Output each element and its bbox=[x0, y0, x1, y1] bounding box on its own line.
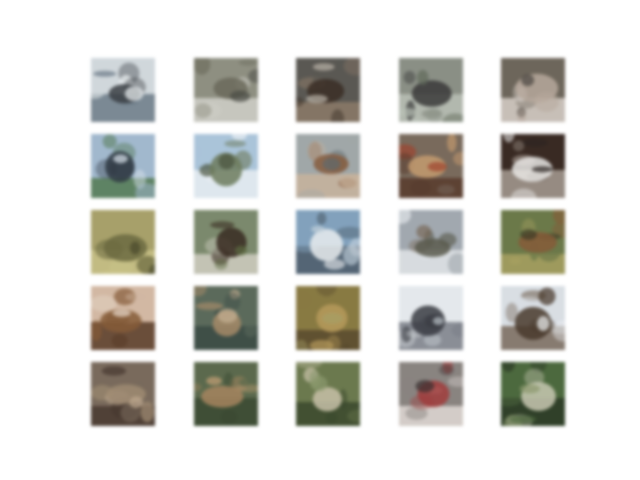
blurry-bird-icon bbox=[296, 362, 360, 426]
blurry-dog-icon bbox=[194, 362, 258, 426]
grid-tile bbox=[399, 58, 463, 122]
blurry-animal-icon bbox=[501, 58, 565, 122]
grid-tile bbox=[296, 210, 360, 274]
blurry-ship-icon bbox=[296, 210, 360, 274]
blurry-dog-icon bbox=[501, 134, 565, 198]
blurry-horse-icon bbox=[296, 58, 360, 122]
grid-tile bbox=[91, 134, 155, 198]
blurry-cat-icon bbox=[91, 286, 155, 350]
grid-tile bbox=[194, 286, 258, 350]
grid-tile bbox=[91, 210, 155, 274]
blurry-deer-icon bbox=[91, 210, 155, 274]
blurry-ship-icon bbox=[194, 134, 258, 198]
grid-tile bbox=[194, 58, 258, 122]
grid-tile bbox=[399, 134, 463, 198]
grid-tile bbox=[399, 210, 463, 274]
grid-tile bbox=[194, 210, 258, 274]
grid-tile bbox=[501, 210, 565, 274]
blurry-ship-icon bbox=[194, 58, 258, 122]
blurry-animal-icon bbox=[296, 134, 360, 198]
blurry-animal-icon bbox=[296, 286, 360, 350]
blurry-dog-icon bbox=[501, 210, 565, 274]
blurry-plane-icon bbox=[501, 286, 565, 350]
grid-tile bbox=[296, 58, 360, 122]
grid-tile bbox=[501, 134, 565, 198]
blurry-frog-icon bbox=[501, 362, 565, 426]
blurry-frog-icon bbox=[399, 134, 463, 198]
grid-tile bbox=[91, 58, 155, 122]
blurry-ship-icon bbox=[91, 58, 155, 122]
grid-tile bbox=[501, 362, 565, 426]
grid-tile bbox=[91, 286, 155, 350]
grid-tile bbox=[399, 362, 463, 426]
blurry-horse-icon bbox=[194, 210, 258, 274]
blurry-deer-icon bbox=[194, 286, 258, 350]
grid-tile bbox=[501, 286, 565, 350]
blurry-bird-icon bbox=[91, 134, 155, 198]
blurry-car-icon bbox=[399, 286, 463, 350]
grid-tile bbox=[194, 134, 258, 198]
grid-tile bbox=[91, 362, 155, 426]
grid-tile bbox=[194, 362, 258, 426]
grid-tile bbox=[296, 286, 360, 350]
blurry-bird-icon bbox=[399, 58, 463, 122]
grid-tile bbox=[296, 134, 360, 198]
grid-tile bbox=[296, 362, 360, 426]
blurry-car-icon bbox=[399, 362, 463, 426]
blurry-animal-icon bbox=[91, 362, 155, 426]
grid-tile bbox=[501, 58, 565, 122]
blurry-plane-icon bbox=[399, 210, 463, 274]
grid-tile bbox=[399, 286, 463, 350]
